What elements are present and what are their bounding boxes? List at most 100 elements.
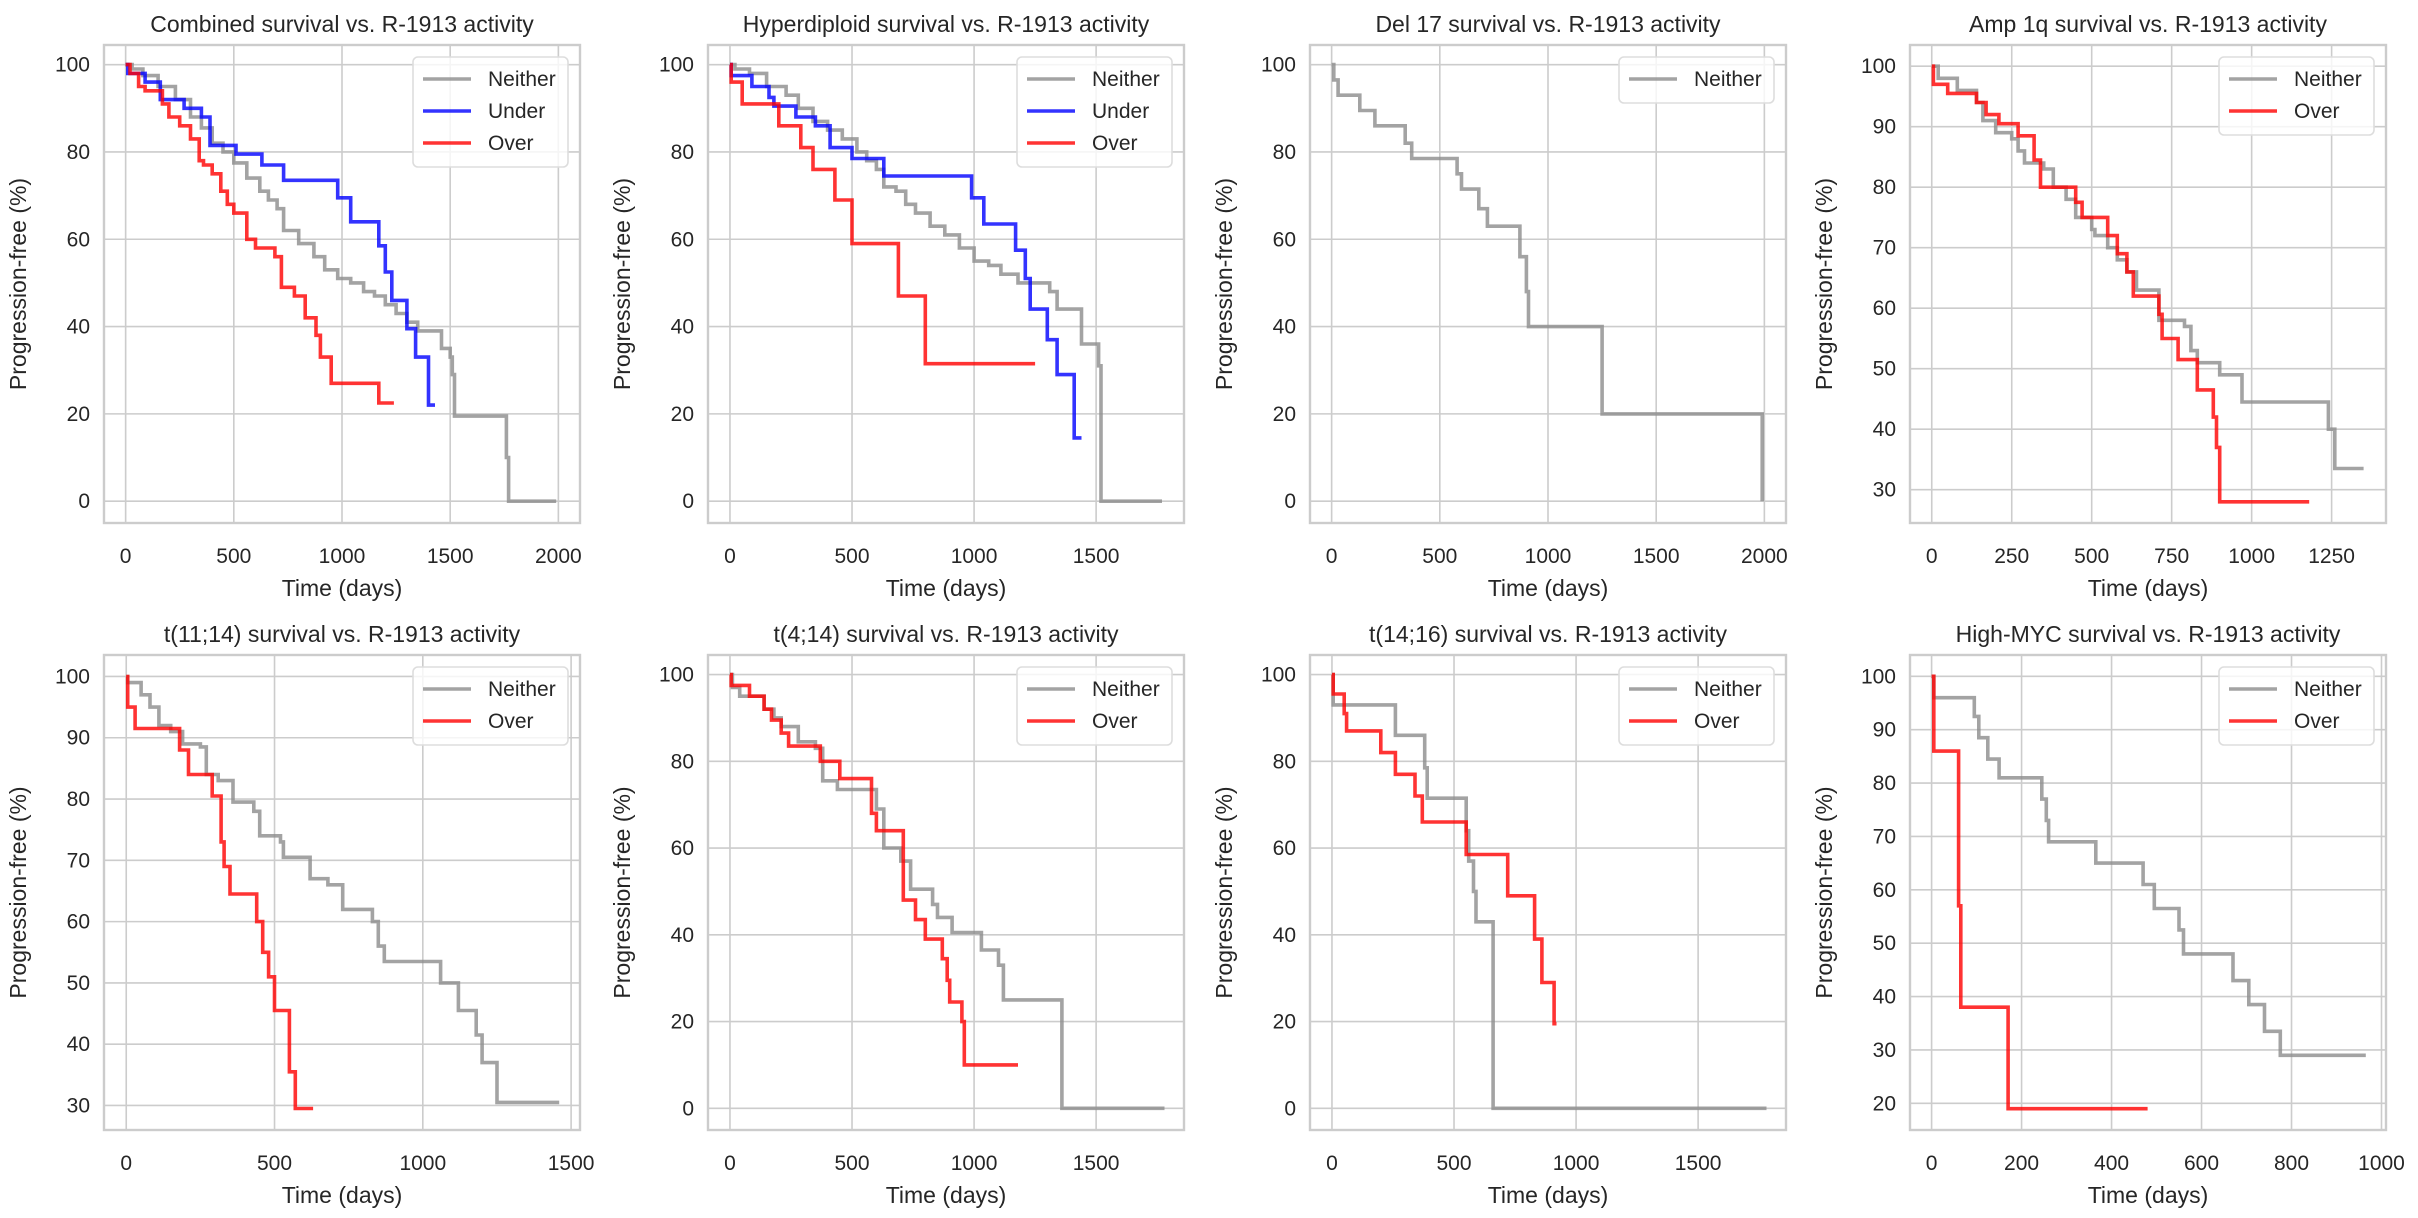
y-tick-label: 20 xyxy=(67,403,90,426)
chart-title: t(14;16) survival vs. R-1913 activity xyxy=(1369,621,1727,647)
y-tick-label: 60 xyxy=(1873,879,1896,902)
legend-label-over: Over xyxy=(1092,710,1138,733)
y-tick-label: 60 xyxy=(1873,297,1896,320)
y-tick-label: 80 xyxy=(671,141,694,164)
x-tick-label: 500 xyxy=(2074,545,2109,568)
x-axis-label: Time (days) xyxy=(282,575,403,601)
legend-label-neither: Neither xyxy=(488,678,556,701)
y-tick-label: 20 xyxy=(671,1011,694,1034)
y-tick-label: 20 xyxy=(1273,1011,1296,1034)
x-tick-label: 400 xyxy=(2094,1152,2129,1175)
x-tick-label: 1500 xyxy=(1073,1152,1120,1175)
x-tick-label: 750 xyxy=(2154,545,2189,568)
legend-label-neither: Neither xyxy=(488,68,556,91)
x-tick-label: 500 xyxy=(257,1152,292,1175)
y-axis-label: Progression-free (%) xyxy=(1811,178,1837,390)
chart-title: Combined survival vs. R-1913 activity xyxy=(150,11,534,37)
y-tick-label: 60 xyxy=(1273,228,1296,251)
y-axis-label: Progression-free (%) xyxy=(5,178,31,390)
x-tick-label: 0 xyxy=(120,545,132,568)
x-tick-label: 500 xyxy=(834,1152,869,1175)
legend-label-neither: Neither xyxy=(2294,678,2362,701)
legend-label-over: Over xyxy=(488,710,534,733)
x-tick-label: 500 xyxy=(1422,545,1457,568)
chart-t-14-16: 0 500 1000 1500 0 20 40 60 80 100 t(14;16) surviva… xyxy=(1211,621,1788,1208)
series-line-over xyxy=(729,62,1036,366)
legend-label-over: Over xyxy=(1092,132,1138,155)
axes-frame xyxy=(1308,43,1788,525)
series-line-over xyxy=(729,672,1018,1067)
x-tick-label: 0 xyxy=(1926,1152,1938,1175)
series-line-over xyxy=(1331,672,1557,1026)
x-tick-label: 500 xyxy=(1436,1152,1471,1175)
chart-high-myc: 0 200 400 600 800 1000 20 30 40 50 60 70 80 90 100 High… xyxy=(1811,621,2405,1208)
x-tick-label: 1500 xyxy=(1633,545,1680,568)
legend: Neither xyxy=(1618,56,1775,104)
chart-title: Del 17 survival vs. R-1913 activity xyxy=(1375,11,1721,37)
y-tick-label: 0 xyxy=(78,490,90,513)
legend-label-neither: Neither xyxy=(1694,678,1762,701)
series-line-neither xyxy=(125,62,557,503)
chart-title: Hyperdiploid survival vs. R-1913 activit… xyxy=(743,11,1150,37)
chart-t-4-14: 0 500 1000 1500 0 20 40 60 80 100 t(4;14) survival… xyxy=(609,621,1186,1208)
chart-hyperdiploid: 0 500 1000 1500 0 20 40 60 80 100 Hyperdiploid sur… xyxy=(609,11,1186,601)
x-tick-label: 1000 xyxy=(319,545,366,568)
x-tick-label: 1000 xyxy=(951,1152,998,1175)
chart-del-17: 0 500 1000 1500 2000 0 20 40 60 80 100 Del 17 survi… xyxy=(1211,11,1788,601)
y-tick-label: 100 xyxy=(1261,54,1296,77)
x-tick-label: 800 xyxy=(2274,1152,2309,1175)
y-tick-label: 20 xyxy=(1273,403,1296,426)
legend-box xyxy=(412,666,569,746)
y-tick-label: 70 xyxy=(1873,237,1896,260)
y-tick-label: 0 xyxy=(1284,490,1296,513)
x-tick-label: 2000 xyxy=(1741,545,1788,568)
legend-label-over: Over xyxy=(2294,100,2340,123)
axes-frame xyxy=(1308,653,1788,1132)
x-tick-label: 1000 xyxy=(1553,1152,1600,1175)
series-line-neither xyxy=(1331,672,1767,1111)
series-line-neither xyxy=(1331,62,1764,502)
y-tick-label: 0 xyxy=(1284,1097,1296,1120)
x-tick-label: 0 xyxy=(1326,545,1338,568)
legend: Neither Over xyxy=(1618,666,1775,746)
legend: Neither Over xyxy=(2218,56,2375,136)
x-tick-label: 500 xyxy=(216,545,251,568)
y-tick-label: 80 xyxy=(1273,750,1296,773)
x-tick-label: 1000 xyxy=(951,545,998,568)
x-axis-label: Time (days) xyxy=(2088,1182,2209,1208)
series-line-neither xyxy=(730,62,1162,503)
x-tick-label: 250 xyxy=(1994,545,2029,568)
chart-title: High-MYC survival vs. R-1913 activity xyxy=(1956,621,2341,647)
y-tick-label: 50 xyxy=(67,972,90,995)
y-tick-label: 60 xyxy=(671,228,694,251)
legend-box xyxy=(2218,666,2375,746)
y-tick-label: 90 xyxy=(1873,719,1896,742)
y-tick-label: 100 xyxy=(659,664,694,687)
y-tick-label: 60 xyxy=(1273,837,1296,860)
y-tick-label: 90 xyxy=(1873,116,1896,139)
x-tick-label: 0 xyxy=(724,1152,736,1175)
legend-label-under: Under xyxy=(1092,100,1149,123)
axes-frame xyxy=(102,43,582,525)
chart-t-11-14: 0 500 1000 1500 30 40 50 60 70 80 90 100 t(11;14) su… xyxy=(5,621,594,1208)
y-tick-label: 90 xyxy=(67,727,90,750)
x-tick-label: 1500 xyxy=(427,545,474,568)
x-tick-label: 1000 xyxy=(399,1152,446,1175)
y-tick-label: 40 xyxy=(67,316,90,339)
x-tick-label: 1000 xyxy=(2228,545,2275,568)
x-tick-label: 0 xyxy=(120,1152,132,1175)
axes-frame xyxy=(706,653,1186,1132)
x-axis-label: Time (days) xyxy=(282,1182,403,1208)
legend-label-neither: Neither xyxy=(1092,678,1160,701)
y-axis-label: Progression-free (%) xyxy=(609,178,635,390)
y-tick-label: 80 xyxy=(1273,141,1296,164)
y-tick-label: 20 xyxy=(1873,1092,1896,1115)
legend: Neither Over xyxy=(412,666,569,746)
y-tick-label: 100 xyxy=(1861,665,1896,688)
y-tick-label: 40 xyxy=(671,316,694,339)
chart-title: t(4;14) survival vs. R-1913 activity xyxy=(773,621,1119,647)
x-tick-label: 0 xyxy=(1326,1152,1338,1175)
legend-box xyxy=(1618,56,1775,104)
y-tick-label: 40 xyxy=(671,924,694,947)
